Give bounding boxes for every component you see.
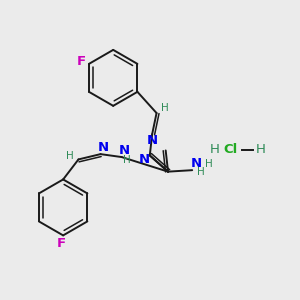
Text: H: H xyxy=(161,103,169,113)
Text: H: H xyxy=(256,143,266,157)
Text: N: N xyxy=(98,141,109,154)
Text: H: H xyxy=(197,167,205,177)
Text: F: F xyxy=(77,55,86,68)
Text: F: F xyxy=(57,237,66,250)
Text: H: H xyxy=(123,155,131,165)
Text: H: H xyxy=(66,152,74,161)
Text: N: N xyxy=(119,144,130,157)
Text: H: H xyxy=(205,159,212,169)
Text: N: N xyxy=(191,157,202,170)
Text: Cl: Cl xyxy=(223,143,237,157)
Text: H: H xyxy=(210,143,220,157)
Text: N: N xyxy=(147,134,158,147)
Text: N: N xyxy=(138,153,149,167)
